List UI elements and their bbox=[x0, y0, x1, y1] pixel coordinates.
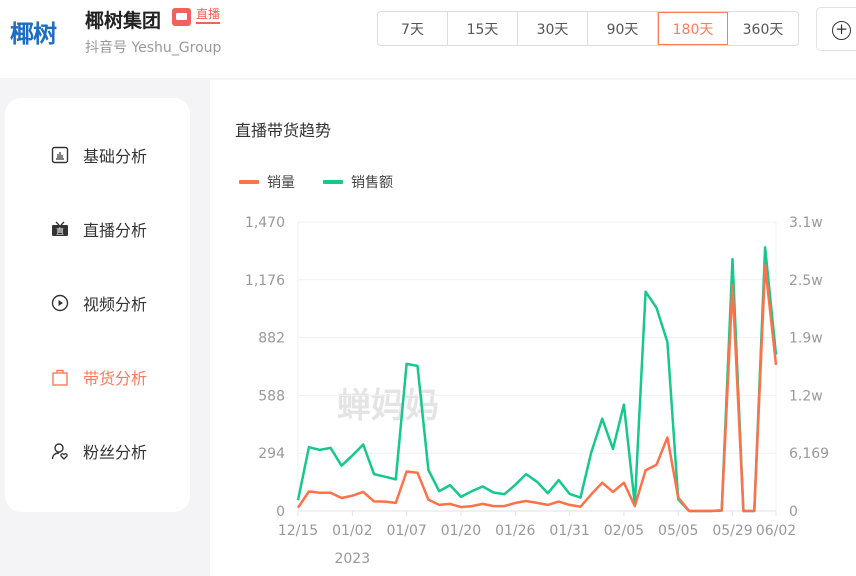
sidebar-item-label: 直播分析 bbox=[83, 221, 148, 240]
x-tick-label: 05/29 bbox=[712, 523, 752, 539]
series-line-1 bbox=[296, 246, 778, 513]
live-badge: 直播 bbox=[196, 6, 221, 24]
legend-item-sales-volume[interactable]: 销量 bbox=[239, 172, 295, 192]
sidebar-item-label: 视频分析 bbox=[83, 295, 148, 314]
y-right-tick-label: 2.5w bbox=[789, 273, 823, 289]
y-left-tick-label: 1,470 bbox=[245, 215, 285, 231]
range-15天[interactable]: 15天 bbox=[448, 12, 518, 45]
sidebar: 基础分析直 直播分析视频分析带货分析粉丝分析 bbox=[5, 98, 190, 512]
sidebar-item-4[interactable]: 粉丝分析 bbox=[51, 439, 147, 463]
date-range-selector: 7天 15天 30天 90天 180天 360天 bbox=[377, 11, 799, 46]
sidebar-item-0[interactable]: 基础分析 bbox=[51, 143, 147, 167]
play-circle-icon bbox=[51, 294, 69, 312]
x-tick-label: 02/05 bbox=[604, 523, 644, 539]
header: 椰树 椰树集团 直播 抖音号 Yeshu_Group 7天 15天 30天 90天 18… bbox=[0, 0, 856, 78]
x-tick-label: 01/07 bbox=[386, 523, 426, 539]
y-right-tick-label: 3.1w bbox=[789, 215, 823, 231]
account-name: 椰树集团 bbox=[85, 10, 162, 32]
sidebar-item-3[interactable]: 带货分析 bbox=[51, 365, 147, 389]
legend-swatch bbox=[239, 180, 259, 184]
range-90天[interactable]: 90天 bbox=[588, 12, 658, 45]
y-left-tick-label: 1,176 bbox=[245, 273, 285, 289]
x-tick-label: 06/02 bbox=[756, 523, 796, 539]
plus-circle-icon: + bbox=[832, 21, 851, 40]
chart-title: 直播带货趋势 bbox=[235, 121, 332, 140]
y-right-tick-label: 6,169 bbox=[789, 446, 829, 462]
y-left-tick-label: 882 bbox=[258, 331, 285, 347]
x-tick-label: 01/02 bbox=[332, 523, 372, 539]
x-tick-label: 01/26 bbox=[495, 523, 535, 539]
add-button[interactable]: + bbox=[816, 7, 856, 51]
y-left-tick-label: 0 bbox=[276, 504, 285, 520]
shopping-bag-icon bbox=[51, 368, 69, 386]
sidebar-item-1[interactable]: 直 直播分析 bbox=[51, 217, 147, 241]
x-tick-label: 01/20 bbox=[441, 523, 481, 539]
x-tick-label: 05/05 bbox=[658, 523, 698, 539]
range-360天[interactable]: 360天 bbox=[742, 21, 784, 38]
y-right-tick-label: 0 bbox=[789, 504, 798, 520]
account-handle: 抖音号 Yeshu_Group bbox=[85, 40, 222, 56]
range-180天[interactable]: 180天 bbox=[658, 12, 728, 45]
sidebar-item-2[interactable]: 视频分析 bbox=[51, 291, 147, 315]
shop-icon bbox=[172, 8, 191, 26]
chart-legend: 销量 销售额 bbox=[239, 172, 421, 192]
legend-swatch bbox=[323, 180, 343, 184]
y-left-tick-label: 588 bbox=[258, 388, 285, 404]
sidebar-item-label: 带货分析 bbox=[83, 369, 148, 388]
brand-logo: 椰树 bbox=[10, 20, 57, 48]
y-right-tick-label: 1.9w bbox=[789, 331, 823, 347]
live-tv-icon: 直 bbox=[51, 220, 69, 238]
user-heart-icon bbox=[51, 442, 69, 460]
x-tick-label: 01/31 bbox=[549, 523, 589, 539]
range-7天[interactable]: 7天 bbox=[378, 12, 448, 45]
bar-chart-icon bbox=[51, 146, 69, 164]
series-line-0 bbox=[296, 264, 778, 513]
y-left-tick-label: 294 bbox=[258, 446, 285, 462]
sidebar-item-label: 粉丝分析 bbox=[83, 443, 148, 462]
y-right-tick-label: 1.2w bbox=[789, 388, 823, 404]
sidebar-item-label: 基础分析 bbox=[83, 147, 148, 166]
svg-text:直: 直 bbox=[56, 226, 64, 236]
x-tick-label: 12/15 bbox=[278, 523, 318, 539]
range-30天[interactable]: 30天 bbox=[518, 12, 588, 45]
legend-item-sales-amount[interactable]: 销售额 bbox=[323, 172, 393, 192]
x-sublabel: 2023 bbox=[334, 551, 370, 567]
